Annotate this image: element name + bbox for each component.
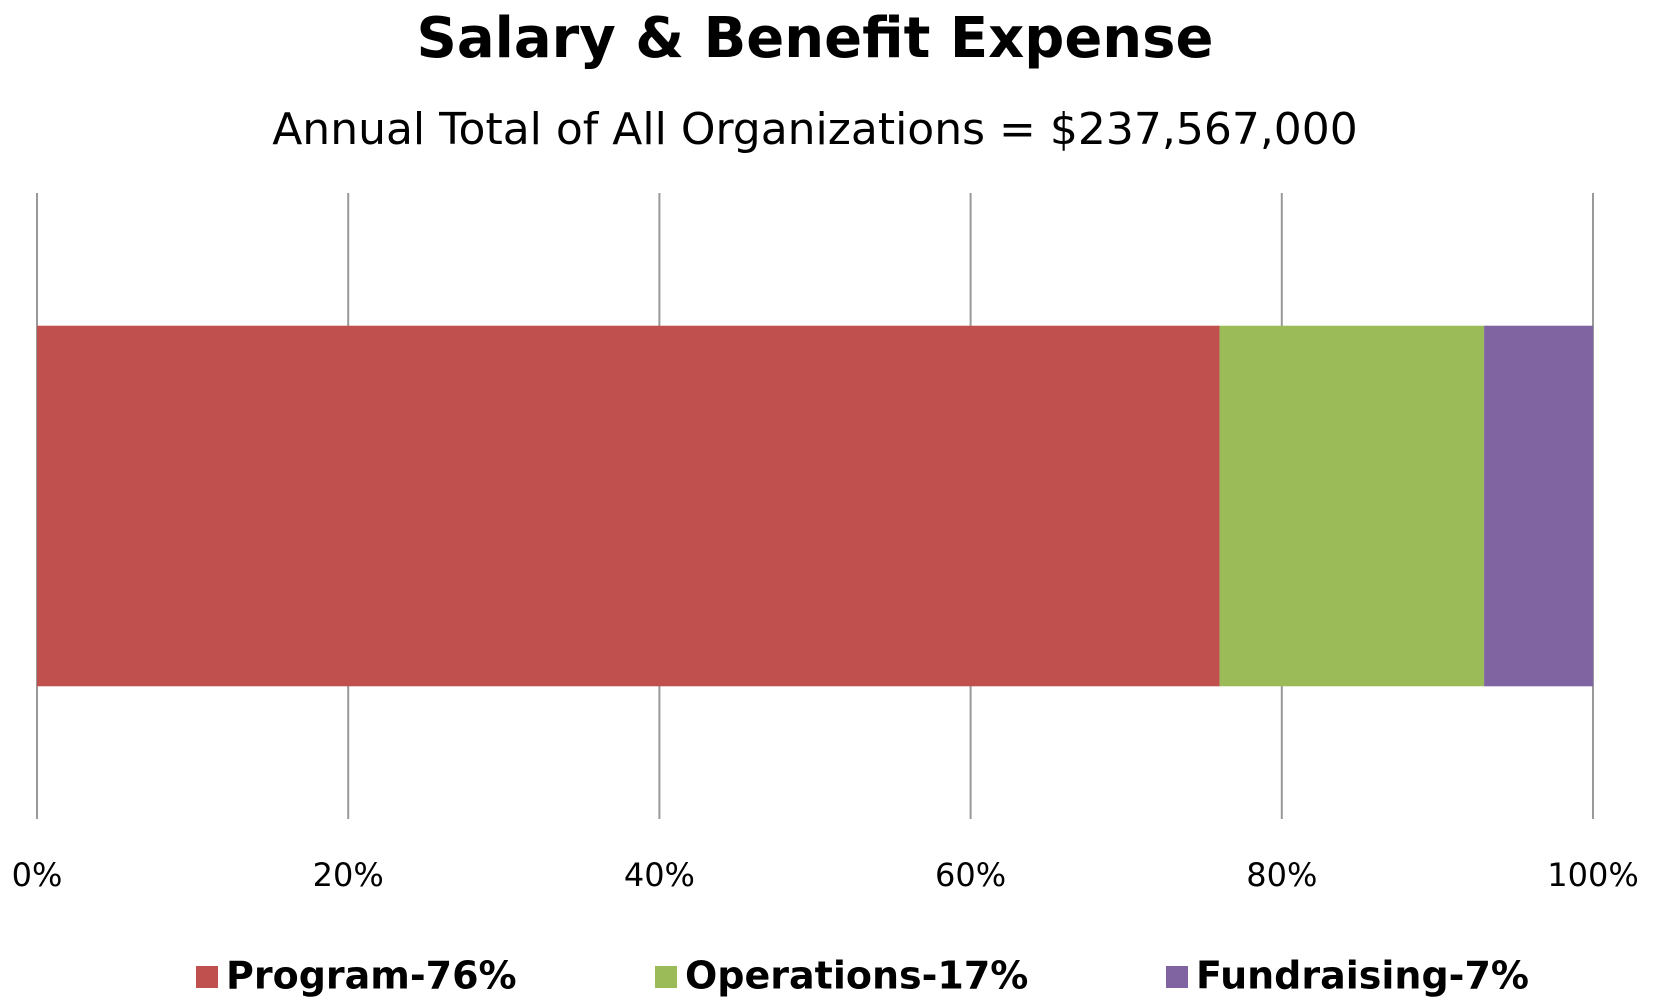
legend-marker <box>196 966 218 988</box>
chart-subtitle: Annual Total of All Organizations = $237… <box>272 104 1358 155</box>
x-tick-label: 0% <box>12 856 63 894</box>
legend-marker <box>655 966 677 988</box>
legend-label: Operations-17% <box>685 954 1028 998</box>
legend-marker <box>1166 966 1188 988</box>
x-tick-label: 40% <box>624 856 695 894</box>
bar-segment <box>37 325 1220 687</box>
x-tick-label: 100% <box>1547 856 1638 894</box>
legend-label: Fundraising-7% <box>1196 954 1529 998</box>
x-tick-label: 20% <box>313 856 384 894</box>
legend-label: Program-76% <box>226 954 517 998</box>
chart-title: Salary & Benefit Expense <box>417 6 1214 71</box>
bar-segment <box>1219 325 1485 687</box>
x-tick-label: 60% <box>935 856 1006 894</box>
x-tick-label: 80% <box>1246 856 1317 894</box>
bar-segment <box>1484 325 1593 687</box>
